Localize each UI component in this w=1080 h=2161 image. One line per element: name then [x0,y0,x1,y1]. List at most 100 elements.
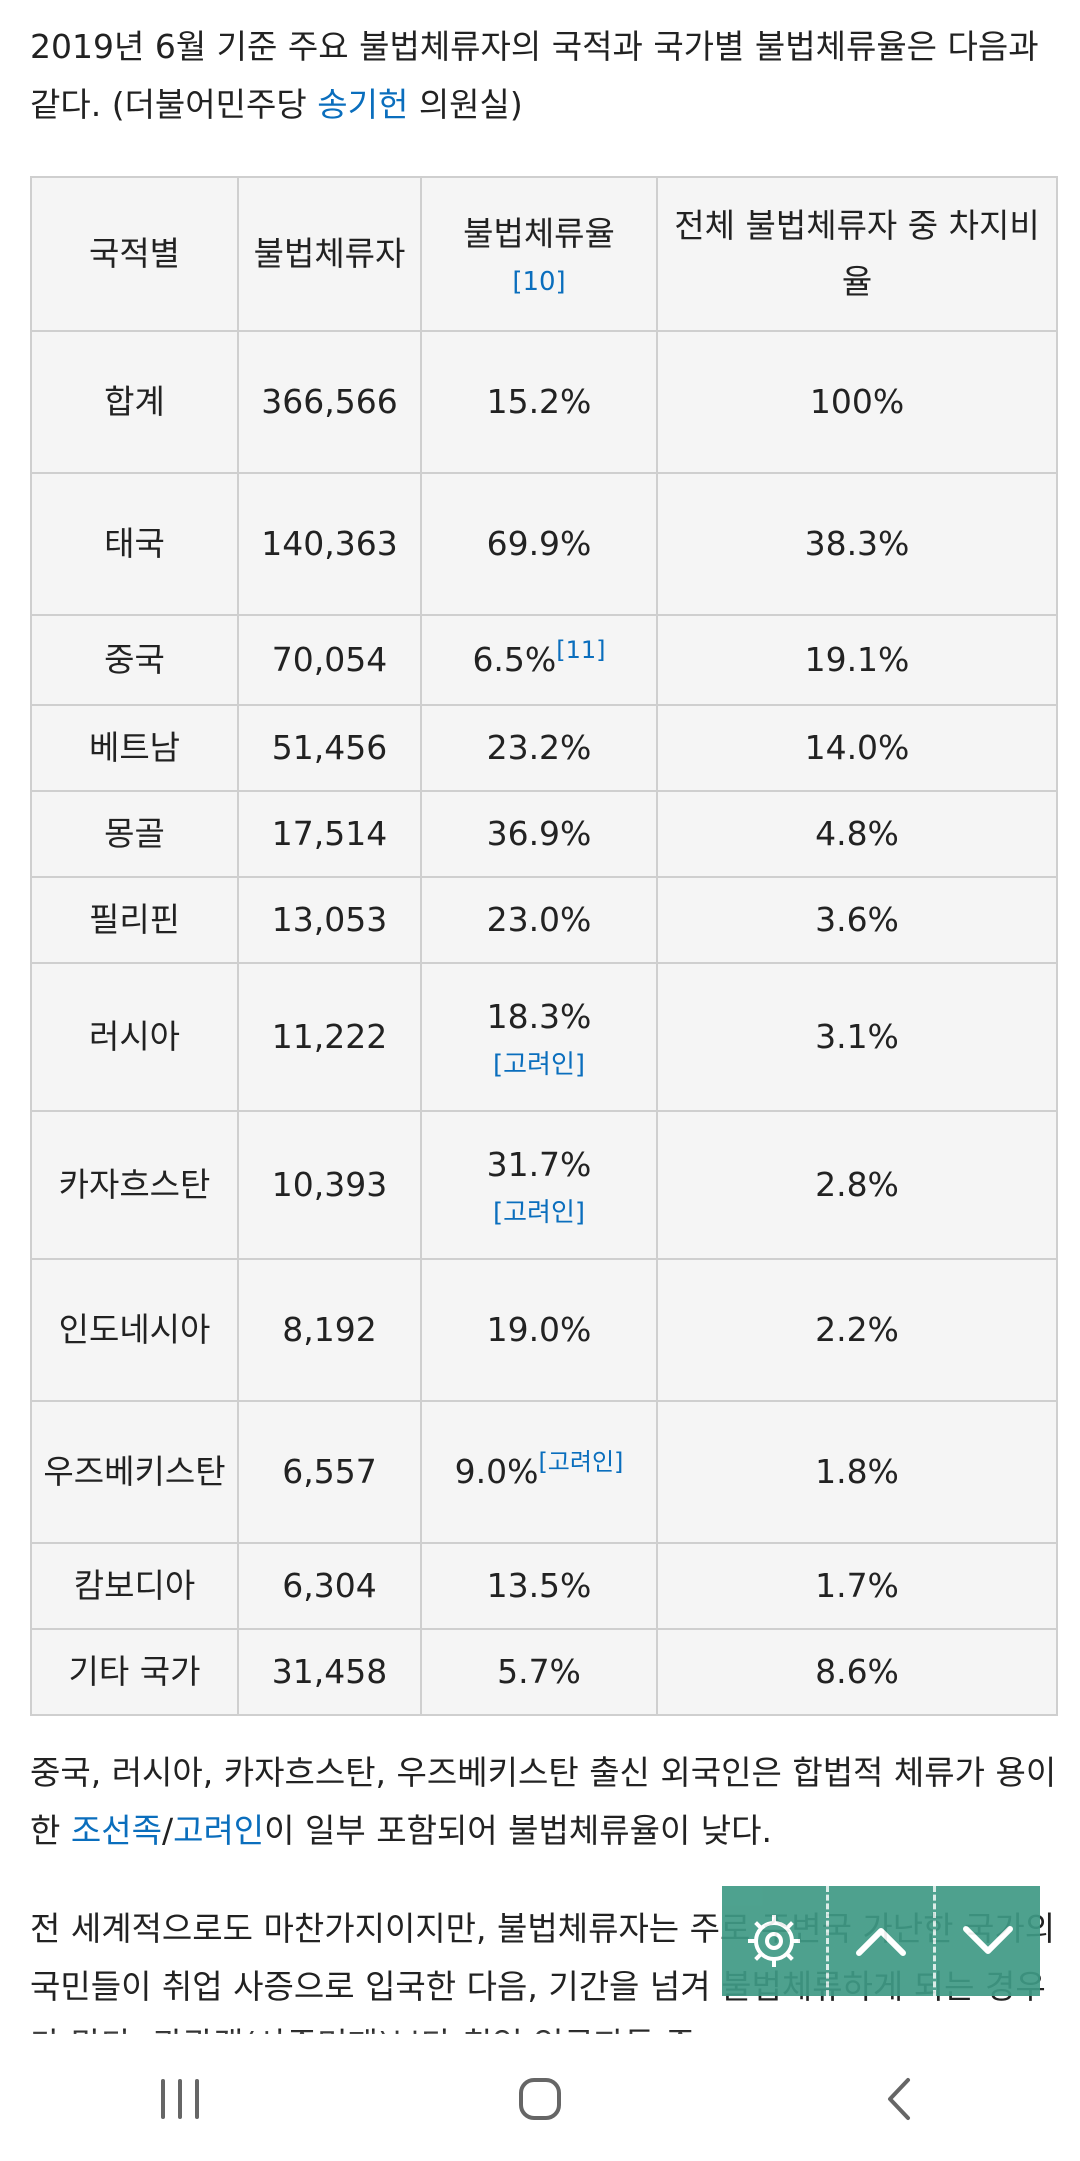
cell-count: 10,393 [237,1110,422,1260]
cell-share: 2.2% [656,1258,1058,1402]
note-separator: / [161,1811,174,1850]
header-country: 국적별 [30,176,239,332]
header-rate-footnote-link[interactable]: [10] [512,267,566,297]
note-text-before: 중국, 러시아, 카자흐스탄, 우즈베키스탄 출신 외국인은 합법적 체류가 용… [30,1753,1057,1850]
intro-paragraph: 2019년 6월 기준 주요 불법체류자의 국적과 국가별 불법체류율은 다음과… [30,18,1060,134]
cell-rate: 6.5%[11] [420,614,658,706]
cell-share: 8.6% [656,1628,1058,1716]
cell-count: 11,222 [237,962,422,1112]
cell-rate: 69.9% [420,472,658,616]
footnote-link[interactable]: [11] [556,636,606,664]
table-row: 합계 366,566 15.2% 100% [30,330,1058,474]
footnote-link[interactable]: [고려인] [492,1198,586,1228]
table-row: 러시아 11,222 18.3% [고려인] 3.1% [30,962,1058,1112]
table-row: 몽골 17,514 36.9% 4.8% [30,790,1058,878]
recent-apps-icon [161,2078,199,2119]
recent-apps-button[interactable] [120,2049,240,2149]
cell-share: 3.1% [656,962,1058,1112]
cell-count: 366,566 [237,330,422,474]
header-rate-label: 불법체류율 [463,214,615,253]
note-text-after: 이 일부 포함되어 불법체류율이 낮다. [264,1811,773,1850]
gear-icon [748,1915,800,1967]
table-row: 인도네시아 8,192 19.0% 2.2% [30,1258,1058,1402]
intro-text-after: 의원실) [408,85,523,124]
cell-rate: 23.2% [420,704,658,792]
cell-rate: 5.7% [420,1628,658,1716]
table-row: 중국 70,054 6.5%[11] 19.1% [30,614,1058,706]
footnote-link[interactable]: [고려인] [492,1050,586,1080]
cell-share: 1.8% [656,1400,1058,1544]
table-row: 베트남 51,456 23.2% 14.0% [30,704,1058,792]
cell-country: 인도네시아 [30,1258,239,1402]
cell-country: 캄보디아 [30,1542,239,1630]
cell-rate: 19.0% [420,1258,658,1402]
table-row: 태국 140,363 69.9% 38.3% [30,472,1058,616]
chevron-down-icon [963,1926,1013,1954]
cell-share: 2.8% [656,1110,1058,1260]
cell-country: 합계 [30,330,239,474]
table-header-row: 국적별 불법체류자 불법체류율 [10] 전체 불법체류자 중 차지비율 [30,176,1058,332]
cell-count: 6,557 [237,1400,422,1544]
footnote-link[interactable]: [고려인] [538,1448,624,1476]
cell-count: 31,458 [237,1628,422,1716]
note-paragraph: 중국, 러시아, 카자흐스탄, 우즈베키스탄 출신 외국인은 합법적 체류가 용… [30,1744,1060,1860]
header-rate: 불법체류율 [10] [420,176,658,332]
cell-rate: 23.0% [420,876,658,964]
intro-text-before: 2019년 6월 기준 주요 불법체류자의 국적과 국가별 불법체류율은 다음과… [30,27,1039,124]
table-row: 카자흐스탄 10,393 31.7% [고려인] 2.8% [30,1110,1058,1260]
cell-count: 70,054 [237,614,422,706]
cell-share: 4.8% [656,790,1058,878]
cell-country: 베트남 [30,704,239,792]
note-link-joseonjok[interactable]: 조선족 [70,1811,162,1850]
cell-share: 100% [656,330,1058,474]
cell-rate: 13.5% [420,1542,658,1630]
cell-share: 38.3% [656,472,1058,616]
cell-rate: 9.0%[고려인] [420,1400,658,1544]
cell-rate-value: 31.7% [486,1145,592,1184]
cell-country: 카자흐스탄 [30,1110,239,1260]
scroll-down-button[interactable] [933,1886,1040,1996]
settings-button[interactable] [722,1886,826,1996]
illegal-residents-table: 국적별 불법체류자 불법체류율 [10] 전체 불법체류자 중 차지비율 합계 … [30,176,1058,1716]
cell-count: 51,456 [237,704,422,792]
floating-toolbar [722,1886,1040,1996]
cell-rate-value: 9.0% [454,1452,539,1491]
cell-country: 기타 국가 [30,1628,239,1716]
back-button[interactable] [840,2049,960,2149]
cell-count: 6,304 [237,1542,422,1630]
table-row: 캄보디아 6,304 13.5% 1.7% [30,1542,1058,1630]
cell-count: 17,514 [237,790,422,878]
cell-rate: 36.9% [420,790,658,878]
back-icon [888,2077,910,2120]
cell-country: 중국 [30,614,239,706]
cell-share: 1.7% [656,1542,1058,1630]
header-share: 전체 불법체류자 중 차지비율 [656,176,1058,332]
table-row: 기타 국가 31,458 5.7% 8.6% [30,1628,1058,1716]
system-nav-bar [0,2036,1080,2161]
note-link-goryeoin[interactable]: 고려인 [173,1811,265,1850]
cell-count: 13,053 [237,876,422,964]
cell-count: 140,363 [237,472,422,616]
scroll-up-button[interactable] [826,1886,933,1996]
cell-country: 러시아 [30,962,239,1112]
table-row: 필리핀 13,053 23.0% 3.6% [30,876,1058,964]
cell-count: 8,192 [237,1258,422,1402]
home-button[interactable] [480,2049,600,2149]
header-count: 불법체류자 [237,176,422,332]
cell-rate: 15.2% [420,330,658,474]
cell-rate: 18.3% [고려인] [420,962,658,1112]
cell-share: 14.0% [656,704,1058,792]
home-icon [519,2077,561,2120]
cell-country: 태국 [30,472,239,616]
cell-country: 필리핀 [30,876,239,964]
cell-rate-value: 6.5% [472,640,557,679]
cell-country: 우즈베키스탄 [30,1400,239,1544]
cell-share: 19.1% [656,614,1058,706]
chevron-up-icon [856,1928,906,1956]
cell-rate-value: 18.3% [486,997,592,1036]
cell-rate: 31.7% [고려인] [420,1110,658,1260]
intro-link-song-gihun[interactable]: 송기헌 [317,85,409,124]
cell-share: 3.6% [656,876,1058,964]
table-row: 우즈베키스탄 6,557 9.0%[고려인] 1.8% [30,1400,1058,1544]
